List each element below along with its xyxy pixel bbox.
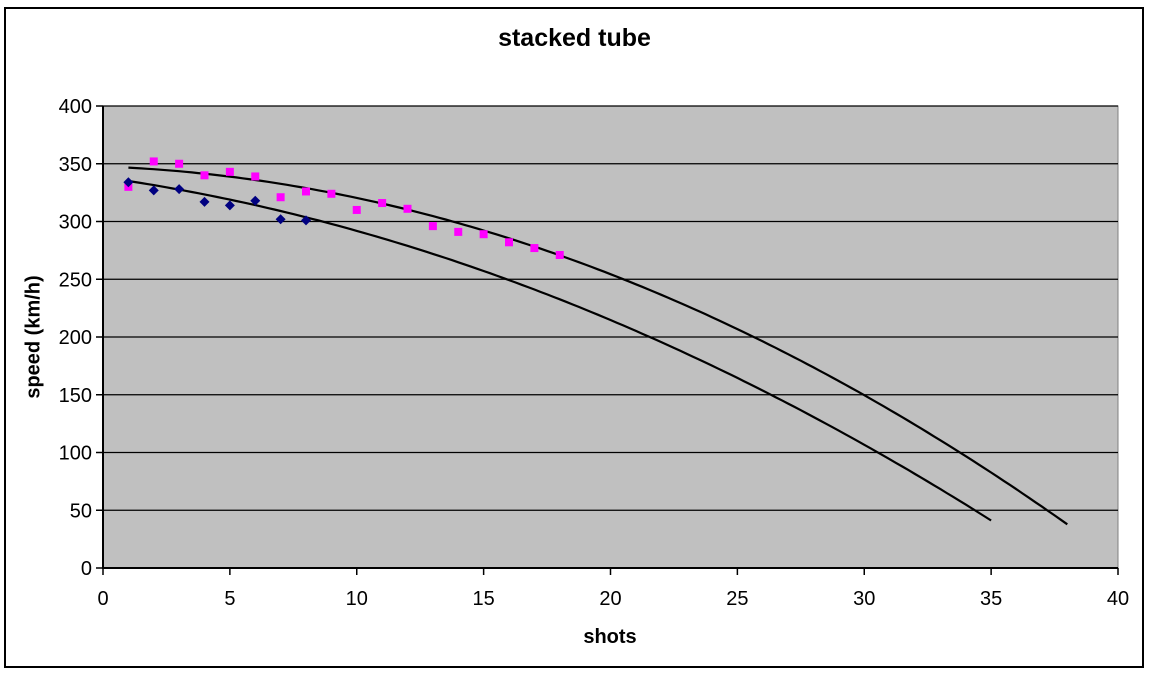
x-tick-label: 25 [726, 588, 748, 610]
data-point-diamond [199, 196, 210, 207]
data-point-square [276, 193, 285, 202]
x-tick-label: 30 [853, 588, 875, 610]
y-tick-label: 400 [59, 96, 92, 118]
y-tick-label: 100 [59, 443, 92, 465]
x-tick-label: 0 [97, 588, 108, 610]
y-tick-label: 350 [59, 154, 92, 176]
x-tick-label: 10 [346, 588, 368, 610]
x-tick-label: 40 [1107, 588, 1129, 610]
data-point-square [479, 230, 488, 239]
trendline-squares [128, 166, 1068, 526]
data-point-square [225, 167, 234, 176]
data-point-square [454, 227, 463, 236]
data-point-square [302, 187, 310, 196]
y-tick-label: 150 [59, 385, 92, 407]
chart-title: stacked tube [498, 24, 651, 52]
data-point-diamond [123, 177, 134, 188]
x-tick-label: 20 [599, 588, 621, 610]
data-point-square [403, 204, 412, 213]
data-point-square [175, 159, 184, 168]
data-point-square [200, 171, 209, 180]
data-point-square [505, 238, 513, 247]
x-tick-label: 35 [980, 588, 1002, 610]
data-point-square [251, 172, 260, 181]
data-point-square [555, 250, 564, 259]
data-point-diamond [275, 214, 286, 225]
trendline-diamonds [128, 179, 992, 522]
y-tick-label: 250 [59, 269, 92, 291]
x-tick-label: 15 [473, 588, 495, 610]
data-point-square [149, 157, 158, 166]
data-point-diamond [174, 184, 185, 195]
data-point-diamond [224, 200, 235, 211]
x-tick-label: 5 [224, 588, 235, 610]
y-tick-label: 50 [70, 500, 92, 522]
data-point-diamond [250, 195, 261, 206]
x-axis-title: shots [583, 626, 637, 648]
data-point-square [530, 244, 539, 253]
y-tick-label: 200 [59, 327, 92, 349]
data-point-square [378, 199, 387, 208]
y-tick-label: 300 [59, 212, 92, 234]
y-axis-title: speed (km/h) [22, 275, 45, 399]
data-point-square [428, 222, 437, 231]
y-tick-label: 0 [81, 558, 92, 580]
data-point-diamond [301, 215, 311, 226]
data-point-square [327, 189, 336, 198]
data-point-diamond [148, 185, 159, 196]
data-point-square [352, 205, 361, 214]
